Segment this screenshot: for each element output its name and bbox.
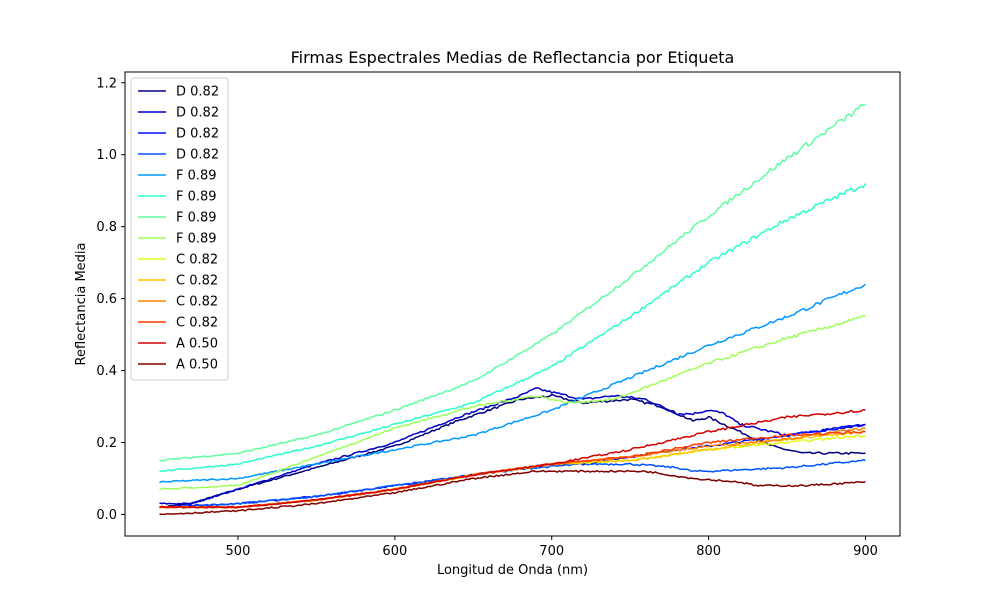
y-tick-label: 0.8 (96, 220, 117, 235)
legend-label: F 0.89 (176, 232, 217, 247)
legend-label: D 0.82 (176, 148, 219, 163)
series-line (159, 387, 866, 505)
x-tick-label: 600 (382, 544, 407, 559)
x-axis: 500 600 700 800 900 (226, 536, 878, 559)
series-line (159, 469, 866, 516)
legend-label: D 0.82 (176, 106, 219, 121)
legend-label: F 0.89 (176, 169, 217, 184)
legend-label: C 0.82 (176, 253, 218, 268)
x-tick-label: 500 (226, 544, 251, 559)
y-tick-label: 1.2 (96, 76, 117, 91)
chart-title: Firmas Espectrales Medias de Reflectanci… (291, 48, 735, 67)
legend-box (130, 77, 229, 381)
x-tick-label: 900 (853, 544, 878, 559)
legend-label: C 0.82 (176, 274, 218, 289)
y-tick-label: 1.0 (96, 148, 117, 163)
x-axis-title: Longitud de Onda (nm) (437, 563, 588, 578)
y-tick-label: 0.6 (96, 292, 117, 307)
series-line (159, 103, 866, 462)
y-axis: 0.0 0.2 0.4 0.6 0.8 1.0 1.2 (96, 76, 125, 523)
legend-label: F 0.89 (176, 211, 217, 226)
y-tick-label: 0.4 (96, 364, 117, 379)
series-line (159, 423, 866, 509)
legend-label: F 0.89 (176, 190, 217, 205)
y-tick-label: 0.0 (96, 508, 117, 523)
legend-label: D 0.82 (176, 127, 219, 142)
x-tick-label: 800 (696, 544, 721, 559)
series-line (159, 393, 866, 509)
series-line (159, 183, 867, 473)
x-tick-label: 700 (539, 544, 564, 559)
series-line (159, 434, 866, 509)
series-line (159, 458, 866, 508)
legend-label: C 0.82 (176, 295, 218, 310)
legend-label: D 0.82 (176, 85, 219, 100)
plot-frame (124, 71, 901, 537)
y-tick-label: 0.2 (96, 436, 117, 451)
y-axis-title: Reflectancia Media (74, 243, 89, 366)
series-line (159, 283, 866, 484)
plot-lines (159, 103, 867, 516)
legend-label: A 0.50 (176, 337, 218, 352)
series-line (159, 314, 866, 491)
legend-label: C 0.82 (176, 316, 218, 331)
series-line (159, 409, 866, 509)
legend: D 0.82 D 0.82 D 0.82 D 0.82 F 0.89 F 0.89 F 0.… (130, 77, 229, 381)
legend-label: A 0.50 (176, 358, 218, 373)
